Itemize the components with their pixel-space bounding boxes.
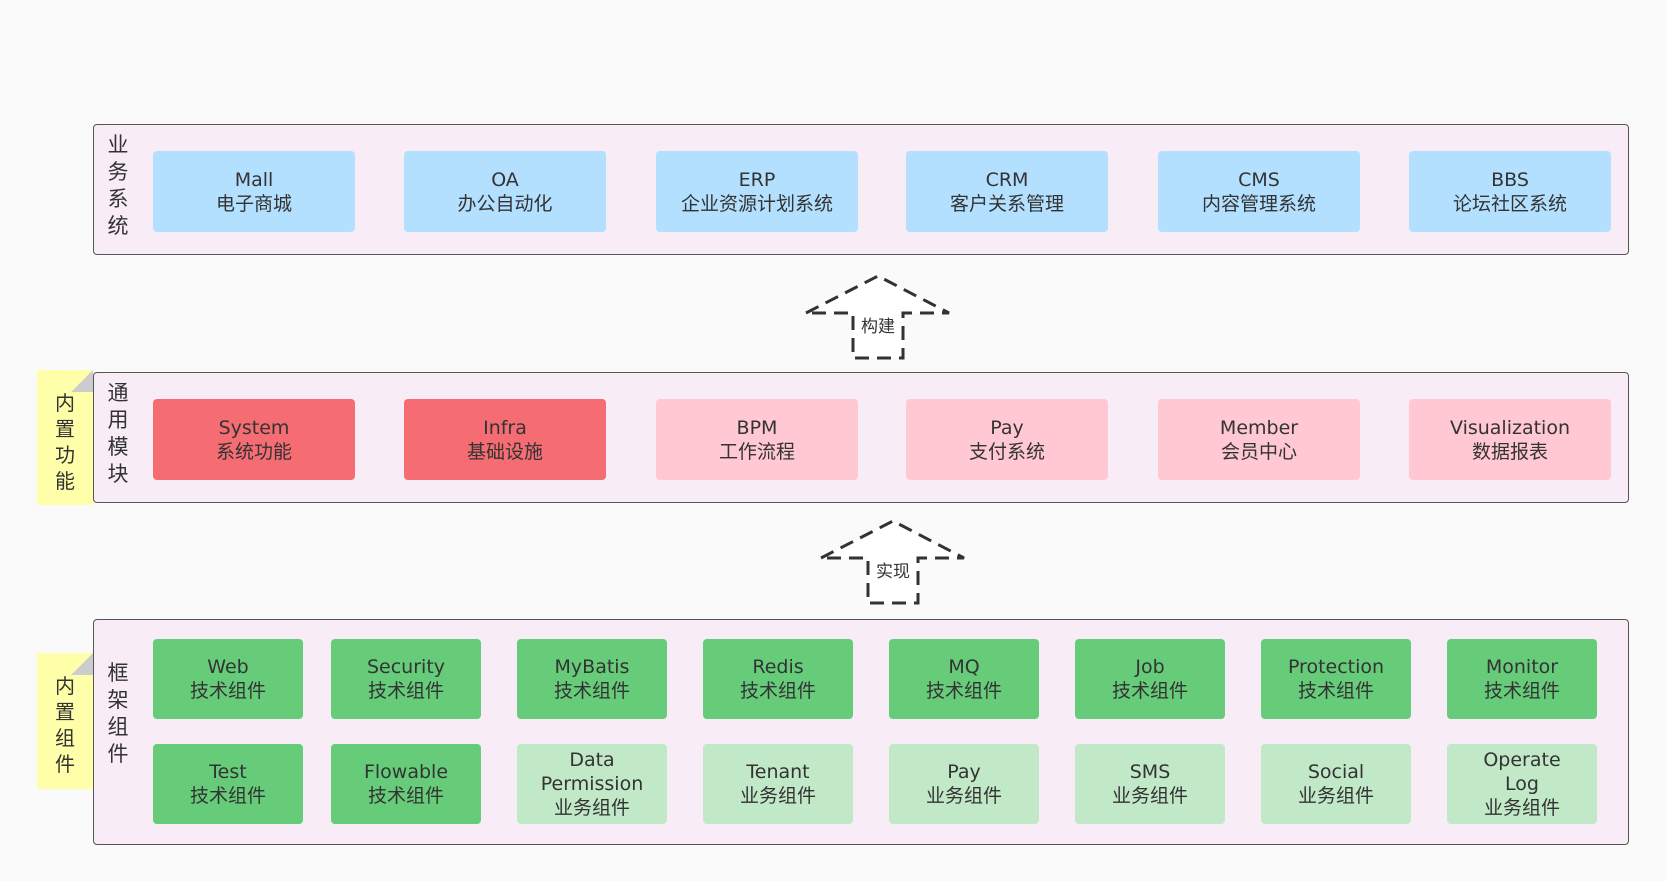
box-title: Redis — [752, 656, 804, 678]
box-description: 会员中心 — [1220, 440, 1297, 463]
module-member: Member 会员中心 — [1158, 399, 1360, 480]
box-title: SMS — [1129, 761, 1171, 783]
box-description: 内容管理系统 — [1201, 192, 1316, 215]
builtin-features-note: 内置功能 — [37, 370, 93, 505]
build-arrow: 构建 — [800, 270, 955, 365]
component-test: Test 技术组件 — [153, 744, 303, 824]
dashed-up-arrow-icon — [820, 519, 965, 605]
module-visualization: Visualization 数据报表 — [1409, 399, 1611, 480]
component-pay: Pay 业务组件 — [889, 744, 1039, 824]
build-arrow-label: 构建 — [861, 317, 895, 337]
box-description: 技术组件 — [1111, 680, 1188, 702]
module-system: System 系统功能 — [153, 399, 355, 480]
box-description: 技术组件 — [367, 785, 444, 807]
box-title: Flowable — [363, 761, 449, 783]
component-mq: MQ 技术组件 — [889, 639, 1039, 719]
box-title: Job — [1135, 656, 1165, 678]
modules-layer-label: 通用模块 — [107, 381, 129, 486]
note-text: 内置功能 — [55, 390, 75, 493]
box-title: ERP — [738, 168, 776, 191]
component-social: Social 业务组件 — [1261, 744, 1411, 824]
implement-arrow: 实现 — [815, 515, 970, 610]
note-text: 内置组件 — [55, 674, 75, 776]
box-title: MQ — [948, 656, 980, 678]
business-system-bbs: BBS 论坛社区系统 — [1409, 151, 1611, 232]
box-description: 支付系统 — [968, 440, 1045, 463]
box-title: Mall — [234, 168, 274, 191]
box-title: CMS — [1238, 168, 1280, 191]
business-system-oa: OA 办公自动化 — [404, 151, 606, 232]
box-description: 业务组件 — [925, 785, 1002, 807]
component-data-permission: Data Permission 业务组件 — [517, 744, 667, 824]
box-title: BBS — [1491, 168, 1529, 191]
component-job: Job 技术组件 — [1075, 639, 1225, 719]
box-description: 技术组件 — [553, 680, 630, 702]
module-bpm: BPM 工作流程 — [656, 399, 858, 480]
box-title: Member — [1219, 416, 1299, 439]
box-title: Protection — [1287, 656, 1385, 678]
box-title: Web — [207, 656, 249, 678]
component-protection: Protection 技术组件 — [1261, 639, 1411, 719]
business-system-mall: Mall 电子商城 — [153, 151, 355, 232]
box-title: BPM — [736, 416, 778, 439]
box-title: Infra — [483, 416, 527, 439]
box-description: 业务组件 — [553, 797, 630, 819]
builtin-components-note: 内置组件 — [37, 653, 93, 789]
box-description: 客户关系管理 — [949, 192, 1064, 215]
box-title: Pay — [947, 761, 981, 783]
box-description: 基础设施 — [466, 440, 543, 463]
box-description: 技术组件 — [1483, 680, 1560, 702]
box-title: Social — [1307, 761, 1365, 783]
framework-layer-label: 框架组件 — [107, 661, 129, 766]
box-title: CRM — [985, 168, 1029, 191]
box-description: 办公自动化 — [457, 192, 553, 215]
box-title: Operate Log — [1483, 749, 1561, 795]
box-description: 企业资源计划系统 — [680, 192, 833, 215]
box-title: Monitor — [1485, 656, 1559, 678]
box-title: Security — [366, 656, 446, 678]
box-description: 技术组件 — [739, 680, 816, 702]
box-title: MyBatis — [554, 656, 630, 678]
module-infra: Infra 基础设施 — [404, 399, 606, 480]
component-security: Security 技术组件 — [331, 639, 481, 719]
box-description: 技术组件 — [1297, 680, 1374, 702]
box-description: 技术组件 — [925, 680, 1002, 702]
business-system-cms: CMS 内容管理系统 — [1158, 151, 1360, 232]
component-tenant: Tenant 业务组件 — [703, 744, 853, 824]
box-description: 业务组件 — [1111, 785, 1188, 807]
business-layer-label: 业务系统 — [107, 133, 129, 238]
box-description: 技术组件 — [367, 680, 444, 702]
note-fold — [71, 370, 93, 392]
business-system-crm: CRM 客户关系管理 — [906, 151, 1108, 232]
box-title: Test — [209, 761, 247, 783]
box-description: 业务组件 — [739, 785, 816, 807]
box-description: 工作流程 — [718, 440, 795, 463]
box-description: 业务组件 — [1483, 797, 1560, 819]
box-description: 论坛社区系统 — [1452, 192, 1567, 215]
box-description: 业务组件 — [1297, 785, 1374, 807]
box-title: Data Permission — [540, 749, 644, 795]
box-title: System — [218, 416, 290, 439]
box-title: Pay — [990, 416, 1024, 439]
implement-arrow-label: 实现 — [876, 562, 910, 582]
note-fold — [71, 653, 93, 675]
component-sms: SMS 业务组件 — [1075, 744, 1225, 824]
box-description: 电子商城 — [215, 192, 292, 215]
box-description: 数据报表 — [1471, 440, 1548, 463]
box-description: 技术组件 — [189, 785, 266, 807]
component-web: Web 技术组件 — [153, 639, 303, 719]
component-redis: Redis 技术组件 — [703, 639, 853, 719]
box-title: Tenant — [746, 761, 810, 783]
module-pay: Pay 支付系统 — [906, 399, 1108, 480]
box-title: Visualization — [1449, 416, 1570, 439]
component-monitor: Monitor 技术组件 — [1447, 639, 1597, 719]
box-description: 系统功能 — [215, 440, 292, 463]
business-system-erp: ERP 企业资源计划系统 — [656, 151, 858, 232]
component-flowable: Flowable 技术组件 — [331, 744, 481, 824]
box-title: OA — [491, 168, 519, 191]
dashed-up-arrow-icon — [805, 274, 950, 360]
component-mybatis: MyBatis 技术组件 — [517, 639, 667, 719]
component-operate-log: Operate Log 业务组件 — [1447, 744, 1597, 824]
box-description: 技术组件 — [189, 680, 266, 702]
